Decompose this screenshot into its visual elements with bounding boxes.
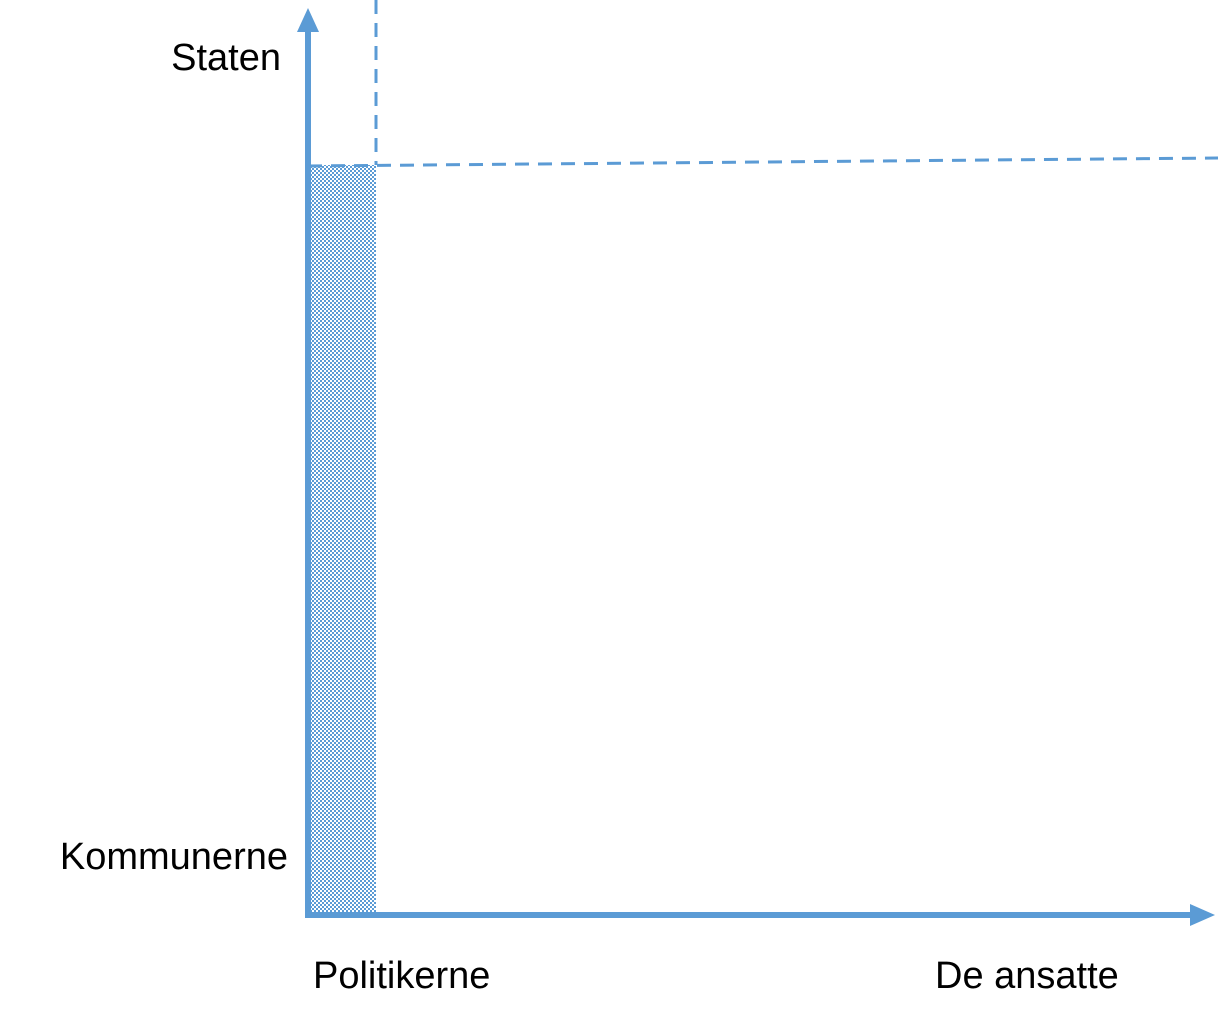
hatched-area bbox=[308, 165, 376, 915]
x-left-label: Politikerne bbox=[313, 955, 490, 997]
dashed-horizontal bbox=[307, 156, 1218, 168]
y-top-label: Staten bbox=[171, 37, 281, 79]
y-bottom-label: Kommunerne bbox=[60, 836, 288, 878]
x-axis-arrow bbox=[1190, 904, 1215, 926]
y-axis-arrow bbox=[297, 8, 319, 32]
x-right-label: De ansatte bbox=[935, 955, 1119, 997]
